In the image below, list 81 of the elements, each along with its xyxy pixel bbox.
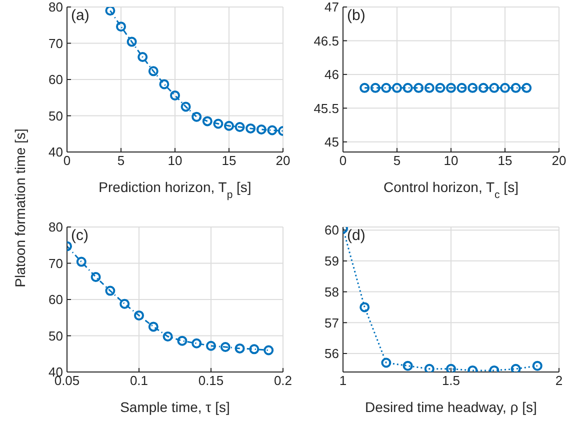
point: [90, 272, 101, 282]
x-tick-label: 2: [555, 373, 563, 388]
point: [138, 52, 148, 62]
x-tick-label: 10: [168, 153, 182, 168]
point: [162, 331, 173, 342]
x-tick-label: 15: [498, 153, 512, 168]
x-tick-label: 20: [552, 153, 566, 168]
point: [170, 90, 180, 100]
x-tick-label: 0.2: [274, 373, 292, 388]
point: [116, 22, 126, 32]
y-tick-label: 46: [324, 67, 339, 82]
point: [264, 345, 274, 356]
point: [105, 7, 116, 16]
y-tick-label: 50: [48, 328, 63, 344]
y-tick-label: 40: [48, 144, 63, 160]
x-tick-label: 0.1: [130, 373, 148, 388]
point: [532, 360, 542, 371]
x-tick-label: 1: [339, 373, 347, 388]
point: [76, 256, 86, 267]
y-tick-label: 45: [324, 134, 339, 150]
point: [360, 302, 370, 312]
point: [267, 125, 278, 136]
point: [446, 364, 456, 372]
y-tick-label: 56: [324, 346, 339, 362]
y-tick-label: 57: [324, 315, 339, 330]
point: [234, 122, 245, 132]
y-tick-label: 50: [48, 108, 63, 124]
point: [424, 364, 434, 372]
y-tick-label: 60: [48, 72, 63, 88]
x-tick-label: 0.15: [198, 373, 224, 388]
point: [234, 343, 245, 354]
y-tick-label: 80: [48, 0, 63, 15]
point: [180, 102, 191, 112]
point: [224, 120, 234, 131]
point: [206, 340, 216, 351]
point: [120, 298, 130, 309]
point: [105, 286, 116, 296]
annotation: (b): [347, 7, 366, 25]
y-tick-label: 80: [48, 220, 63, 235]
y-tick-label: 60: [324, 222, 339, 238]
y-tick-label: 60: [48, 292, 63, 308]
point: [177, 336, 188, 346]
x-tick-label: 1.5: [442, 373, 460, 388]
annotation: (c): [71, 227, 88, 245]
point: [148, 66, 158, 76]
point: [213, 118, 224, 129]
point: [220, 342, 230, 352]
annotation: (d): [347, 227, 366, 245]
x-tick-label: 20: [276, 153, 290, 168]
point: [249, 344, 260, 354]
x-axis-title: Prediction horizon, T$_{p}$ [s]: [98, 179, 252, 201]
x-axis-title: Control horizon, T$_{c}$ [s]: [384, 179, 518, 201]
y-tick-label: 58: [324, 284, 339, 300]
x-tick-label: 5: [393, 153, 401, 168]
x-tick-label: 0: [63, 153, 71, 168]
x-tick-label: 15: [222, 153, 236, 168]
point: [381, 358, 392, 368]
point: [134, 310, 144, 320]
point: [192, 112, 202, 122]
point: [148, 322, 158, 332]
point: [192, 338, 202, 348]
point: [256, 124, 266, 135]
y-tick-label: 70: [48, 256, 63, 271]
annotation: (a): [71, 7, 90, 25]
point: [202, 116, 212, 126]
y-tick-label: 46.5: [314, 33, 339, 48]
x-tick-label: 0: [339, 153, 347, 168]
point: [510, 364, 521, 372]
x-axis-title: Sample time, τ [s]: [120, 399, 230, 415]
point: [159, 79, 170, 90]
point: [126, 36, 137, 47]
y-tick-label: 45.5: [314, 100, 339, 116]
y-tick-label: 59: [324, 254, 339, 269]
y-tick-label: 47: [324, 0, 339, 15]
x-tick-label: 10: [444, 153, 458, 168]
x-tick-label: 5: [117, 153, 125, 168]
y-tick-label: 70: [48, 36, 63, 51]
point: [246, 123, 256, 134]
x-axis-title: Desired time headway, ρ [s]: [365, 399, 537, 415]
point: [402, 360, 413, 371]
y-axis-title: Platoon formation time [s]: [12, 128, 28, 290]
